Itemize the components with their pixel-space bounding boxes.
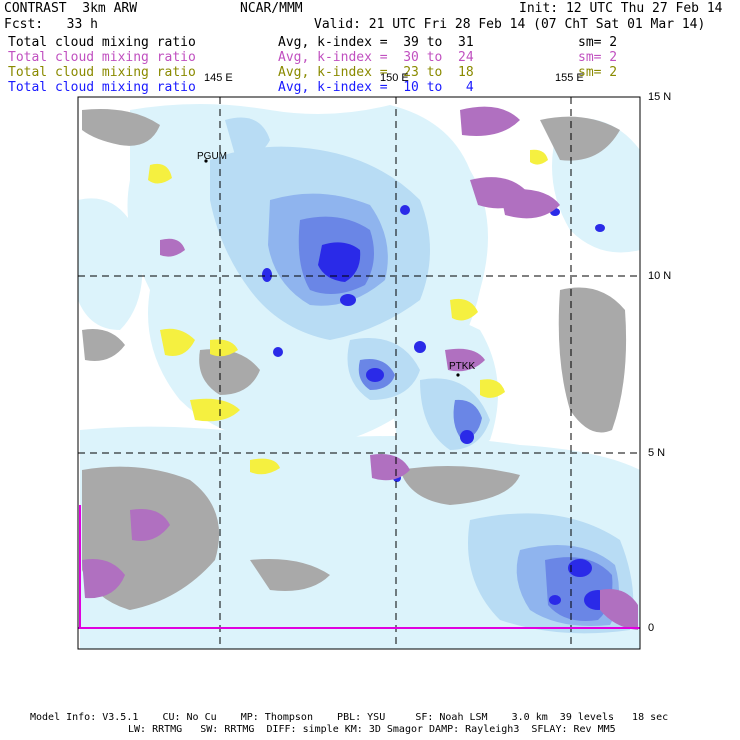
station-label-ptkk: PTKK: [449, 361, 476, 372]
map-frame: [77, 96, 641, 650]
lat-label-10n: 10 N: [648, 270, 672, 282]
legend-field-1: Total cloud mixing ratio: [8, 35, 196, 50]
lat-label-15n: 15 N: [648, 91, 672, 103]
legend-sm-2: sm= 2: [578, 50, 618, 65]
legend-field-2: Total cloud mixing ratio: [8, 50, 196, 65]
org-label: NCAR/MMM: [240, 1, 303, 16]
lon-label-155e: 155 E: [555, 72, 584, 84]
grid-lines: [78, 97, 640, 649]
cloud-field: [78, 104, 640, 649]
map-background: [78, 97, 640, 649]
legend-stat-1: Avg, k-index = 39 to 31: [278, 35, 474, 50]
lon-label-145e: 145 E: [204, 72, 233, 84]
legend-field-4: Total cloud mixing ratio: [8, 80, 196, 95]
valid-time: Valid: 21 UTC Fri 28 Feb 14 (07 ChT Sat …: [314, 17, 706, 32]
legend-sm-3: sm= 2: [578, 65, 618, 80]
lon-label-150e: 150 E: [380, 72, 409, 84]
forecast-hour: Fcst: 33 h: [4, 17, 98, 32]
legend-stat-2: Avg, k-index = 30 to 24: [278, 50, 474, 65]
legend-sm-1: sm= 2: [578, 35, 618, 50]
station-label-pgum: PGUM: [197, 151, 227, 162]
station-marker-ptkk: [456, 373, 460, 377]
lat-label-5n: 5 N: [648, 447, 666, 459]
model-info-line2: LW: RRTMG SW: RRTMG DIFF: simple KM: 3D …: [128, 724, 616, 735]
model-title: CONTRAST 3km ARW: [4, 1, 138, 16]
legend-stat-3: Avg, k-index = 23 to 18: [278, 65, 474, 80]
legend-stat-4: Avg, k-index = 10 to 4: [278, 80, 474, 95]
model-info-line1: Model Info: V3.5.1 CU: No Cu MP: Thompso…: [30, 712, 669, 723]
lat-label-0: 0: [648, 622, 655, 634]
legend-field-3: Total cloud mixing ratio: [8, 65, 196, 80]
init-time: Init: 12 UTC Thu 27 Feb 14: [519, 1, 723, 16]
